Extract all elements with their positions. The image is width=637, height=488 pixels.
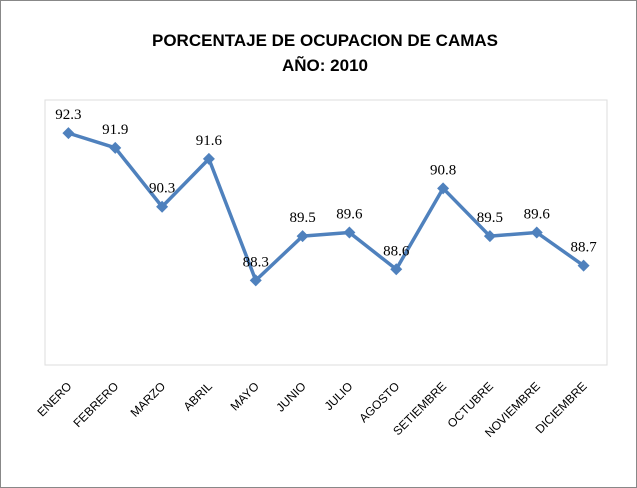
marker (530, 226, 543, 239)
data-label: 90.8 (430, 162, 456, 178)
data-label: 91.6 (196, 133, 223, 149)
data-label: 90.3 (149, 181, 175, 197)
data-label: 91.9 (102, 122, 128, 138)
marker (109, 141, 122, 154)
marker (202, 152, 215, 165)
data-label: 88.6 (383, 243, 410, 259)
data-label: 88.7 (570, 240, 597, 256)
data-label: 88.3 (243, 254, 269, 270)
chart-subtitle: AÑO: 2010 (282, 55, 368, 75)
data-label: 89.6 (524, 207, 551, 223)
marker (577, 259, 590, 272)
data-label: 89.5 (477, 210, 503, 226)
marker (296, 230, 309, 243)
title-box (150, 22, 500, 82)
plot-area (44, 99, 608, 366)
marker (156, 200, 169, 213)
marker (62, 127, 75, 140)
marker (249, 274, 262, 287)
data-label: 92.3 (55, 107, 81, 123)
marker (483, 230, 496, 243)
data-label: 89.6 (336, 207, 363, 223)
marker (390, 263, 403, 276)
chart-title: PORCENTAJE DE OCUPACION DE CAMAS (152, 31, 498, 50)
series-line (67, 131, 585, 283)
marker (343, 226, 356, 239)
data-label: 89.5 (289, 210, 315, 226)
marker (437, 182, 450, 195)
